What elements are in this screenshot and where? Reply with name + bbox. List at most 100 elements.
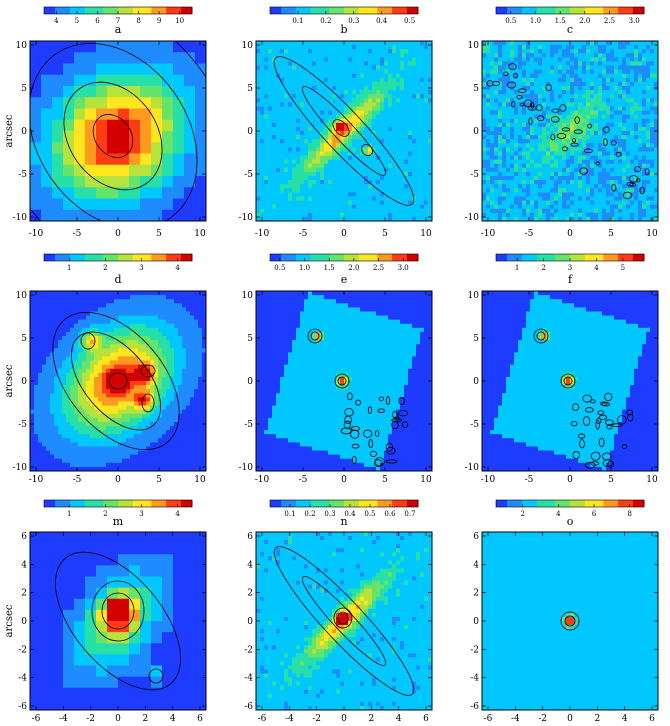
colorbar-segment — [618, 7, 623, 14]
pixel — [376, 45, 381, 50]
pixel — [498, 184, 503, 189]
pixel — [42, 348, 47, 353]
pixel — [151, 153, 163, 166]
pixel — [530, 65, 535, 71]
pixel — [506, 139, 511, 144]
pixel — [364, 147, 369, 152]
pixel — [514, 86, 519, 91]
pixel — [288, 81, 293, 87]
pixel — [506, 147, 511, 152]
pixel — [42, 446, 47, 451]
pixel — [129, 153, 141, 166]
pixel — [276, 139, 281, 144]
pixel — [510, 200, 515, 206]
pixel — [542, 53, 547, 58]
pixel — [320, 110, 325, 116]
pixel — [324, 90, 329, 95]
pixel — [498, 86, 503, 91]
pixel — [184, 97, 196, 109]
pixel — [34, 430, 39, 435]
pixel — [376, 57, 381, 62]
pixel — [384, 180, 389, 185]
pixel — [610, 57, 615, 62]
pixel — [336, 163, 341, 169]
pixel — [42, 376, 47, 382]
pixel — [328, 45, 333, 50]
pixel — [490, 143, 495, 148]
pixel — [518, 61, 523, 66]
pixel — [638, 61, 643, 66]
pixel — [276, 65, 281, 71]
pixel — [352, 61, 357, 66]
pixel — [368, 90, 373, 95]
pixel — [610, 204, 615, 210]
noise-contour — [506, 81, 517, 89]
pixel — [276, 171, 281, 177]
pixel — [344, 126, 349, 132]
pixel — [562, 180, 567, 185]
pixel — [598, 118, 603, 124]
pixel — [280, 118, 285, 124]
pixel — [300, 163, 305, 169]
pixel — [610, 147, 615, 152]
pixel — [412, 98, 417, 103]
pixel — [356, 180, 361, 185]
pixel — [642, 135, 647, 140]
pixel — [352, 106, 357, 111]
pixel — [482, 155, 487, 161]
pixel — [268, 114, 273, 120]
pixel — [336, 98, 341, 103]
pixel — [538, 126, 543, 132]
pixel — [348, 139, 353, 144]
pixel — [70, 462, 75, 468]
pixel — [546, 110, 551, 116]
pixel — [606, 57, 611, 62]
colorbar-segment — [358, 7, 363, 14]
pixel — [272, 53, 277, 58]
pixel — [522, 106, 527, 111]
pixel — [570, 200, 575, 206]
pixel — [582, 114, 587, 120]
pixel — [610, 200, 615, 206]
pixel — [522, 184, 527, 189]
pixel — [634, 167, 639, 173]
pixel — [336, 49, 341, 54]
pixel — [514, 204, 519, 210]
pixel — [542, 135, 547, 140]
pixel — [316, 200, 321, 206]
pixel — [542, 49, 547, 54]
pixel — [58, 303, 63, 308]
pixel — [268, 147, 273, 152]
pixel — [542, 196, 547, 201]
pixel — [30, 442, 35, 447]
pixel — [372, 90, 377, 95]
pixel — [582, 163, 587, 169]
pixel — [364, 98, 369, 103]
pixel — [30, 319, 35, 325]
pixel — [538, 90, 543, 95]
pixel — [538, 69, 543, 75]
pixel — [30, 331, 35, 337]
pixel — [288, 192, 293, 197]
pixel — [292, 65, 297, 71]
pixel — [264, 151, 269, 156]
pixel — [356, 143, 361, 148]
pixel — [598, 171, 603, 177]
pixel — [50, 364, 55, 370]
pixel — [582, 49, 587, 54]
pixel — [272, 131, 277, 136]
pixel — [428, 184, 432, 189]
pixel — [518, 176, 523, 181]
pixel — [482, 98, 487, 103]
pixel — [316, 61, 321, 66]
pixel — [368, 65, 373, 71]
pixel — [368, 171, 373, 177]
pixel — [96, 52, 108, 64]
pixel — [598, 184, 603, 189]
pixel — [268, 61, 273, 66]
pixel — [510, 180, 515, 185]
colorbar-segment — [366, 7, 371, 14]
pixel — [356, 151, 361, 156]
pixel — [590, 61, 595, 66]
pixel — [276, 122, 281, 128]
